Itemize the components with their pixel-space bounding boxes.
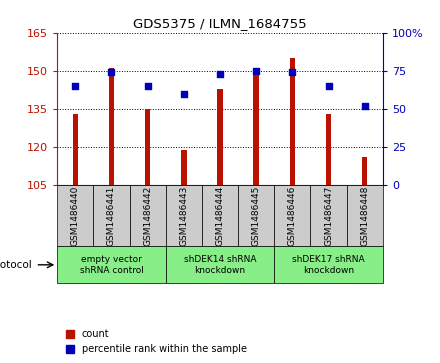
Legend: count, percentile rank within the sample: count, percentile rank within the sample: [62, 326, 250, 358]
Point: [108, 69, 115, 75]
Text: GSM1486447: GSM1486447: [324, 186, 333, 246]
FancyBboxPatch shape: [347, 185, 383, 246]
Bar: [362, 158, 367, 185]
Bar: [145, 109, 150, 185]
Bar: [181, 150, 187, 185]
FancyBboxPatch shape: [202, 185, 238, 246]
Bar: [73, 114, 78, 185]
FancyBboxPatch shape: [166, 246, 274, 283]
FancyBboxPatch shape: [166, 185, 202, 246]
FancyBboxPatch shape: [238, 185, 274, 246]
FancyBboxPatch shape: [57, 185, 93, 246]
FancyBboxPatch shape: [311, 185, 347, 246]
Bar: [326, 114, 331, 185]
Text: shDEK14 shRNA
knockdown: shDEK14 shRNA knockdown: [184, 255, 256, 274]
Point: [325, 83, 332, 89]
Text: GSM1486445: GSM1486445: [252, 186, 260, 246]
Text: GSM1486442: GSM1486442: [143, 186, 152, 246]
Bar: [253, 68, 259, 185]
Text: shDEK17 shRNA
knockdown: shDEK17 shRNA knockdown: [292, 255, 365, 274]
Text: GSM1486448: GSM1486448: [360, 186, 369, 246]
Text: protocol: protocol: [0, 260, 32, 270]
Bar: [109, 68, 114, 185]
FancyBboxPatch shape: [274, 185, 311, 246]
Title: GDS5375 / ILMN_1684755: GDS5375 / ILMN_1684755: [133, 17, 307, 30]
Point: [72, 83, 79, 89]
Point: [180, 91, 187, 97]
Point: [144, 83, 151, 89]
Text: GSM1486441: GSM1486441: [107, 186, 116, 246]
Text: GSM1486446: GSM1486446: [288, 186, 297, 246]
FancyBboxPatch shape: [274, 246, 383, 283]
Text: GSM1486443: GSM1486443: [180, 186, 188, 246]
FancyBboxPatch shape: [93, 185, 129, 246]
Bar: [217, 89, 223, 185]
Text: GSM1486440: GSM1486440: [71, 186, 80, 246]
Text: empty vector
shRNA control: empty vector shRNA control: [80, 255, 143, 274]
Bar: [290, 58, 295, 185]
Text: GSM1486444: GSM1486444: [216, 186, 224, 246]
FancyBboxPatch shape: [129, 185, 166, 246]
FancyBboxPatch shape: [57, 246, 166, 283]
Point: [361, 103, 368, 109]
Point: [289, 69, 296, 75]
Point: [216, 71, 224, 77]
Point: [253, 68, 260, 74]
